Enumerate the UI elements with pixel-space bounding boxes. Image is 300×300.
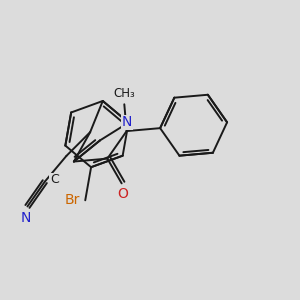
Text: CH₃: CH₃ [113,87,135,100]
Text: C: C [50,173,59,186]
Text: O: O [117,187,128,201]
Text: Br: Br [64,193,80,207]
Text: N: N [20,211,31,225]
Text: N: N [122,115,132,129]
